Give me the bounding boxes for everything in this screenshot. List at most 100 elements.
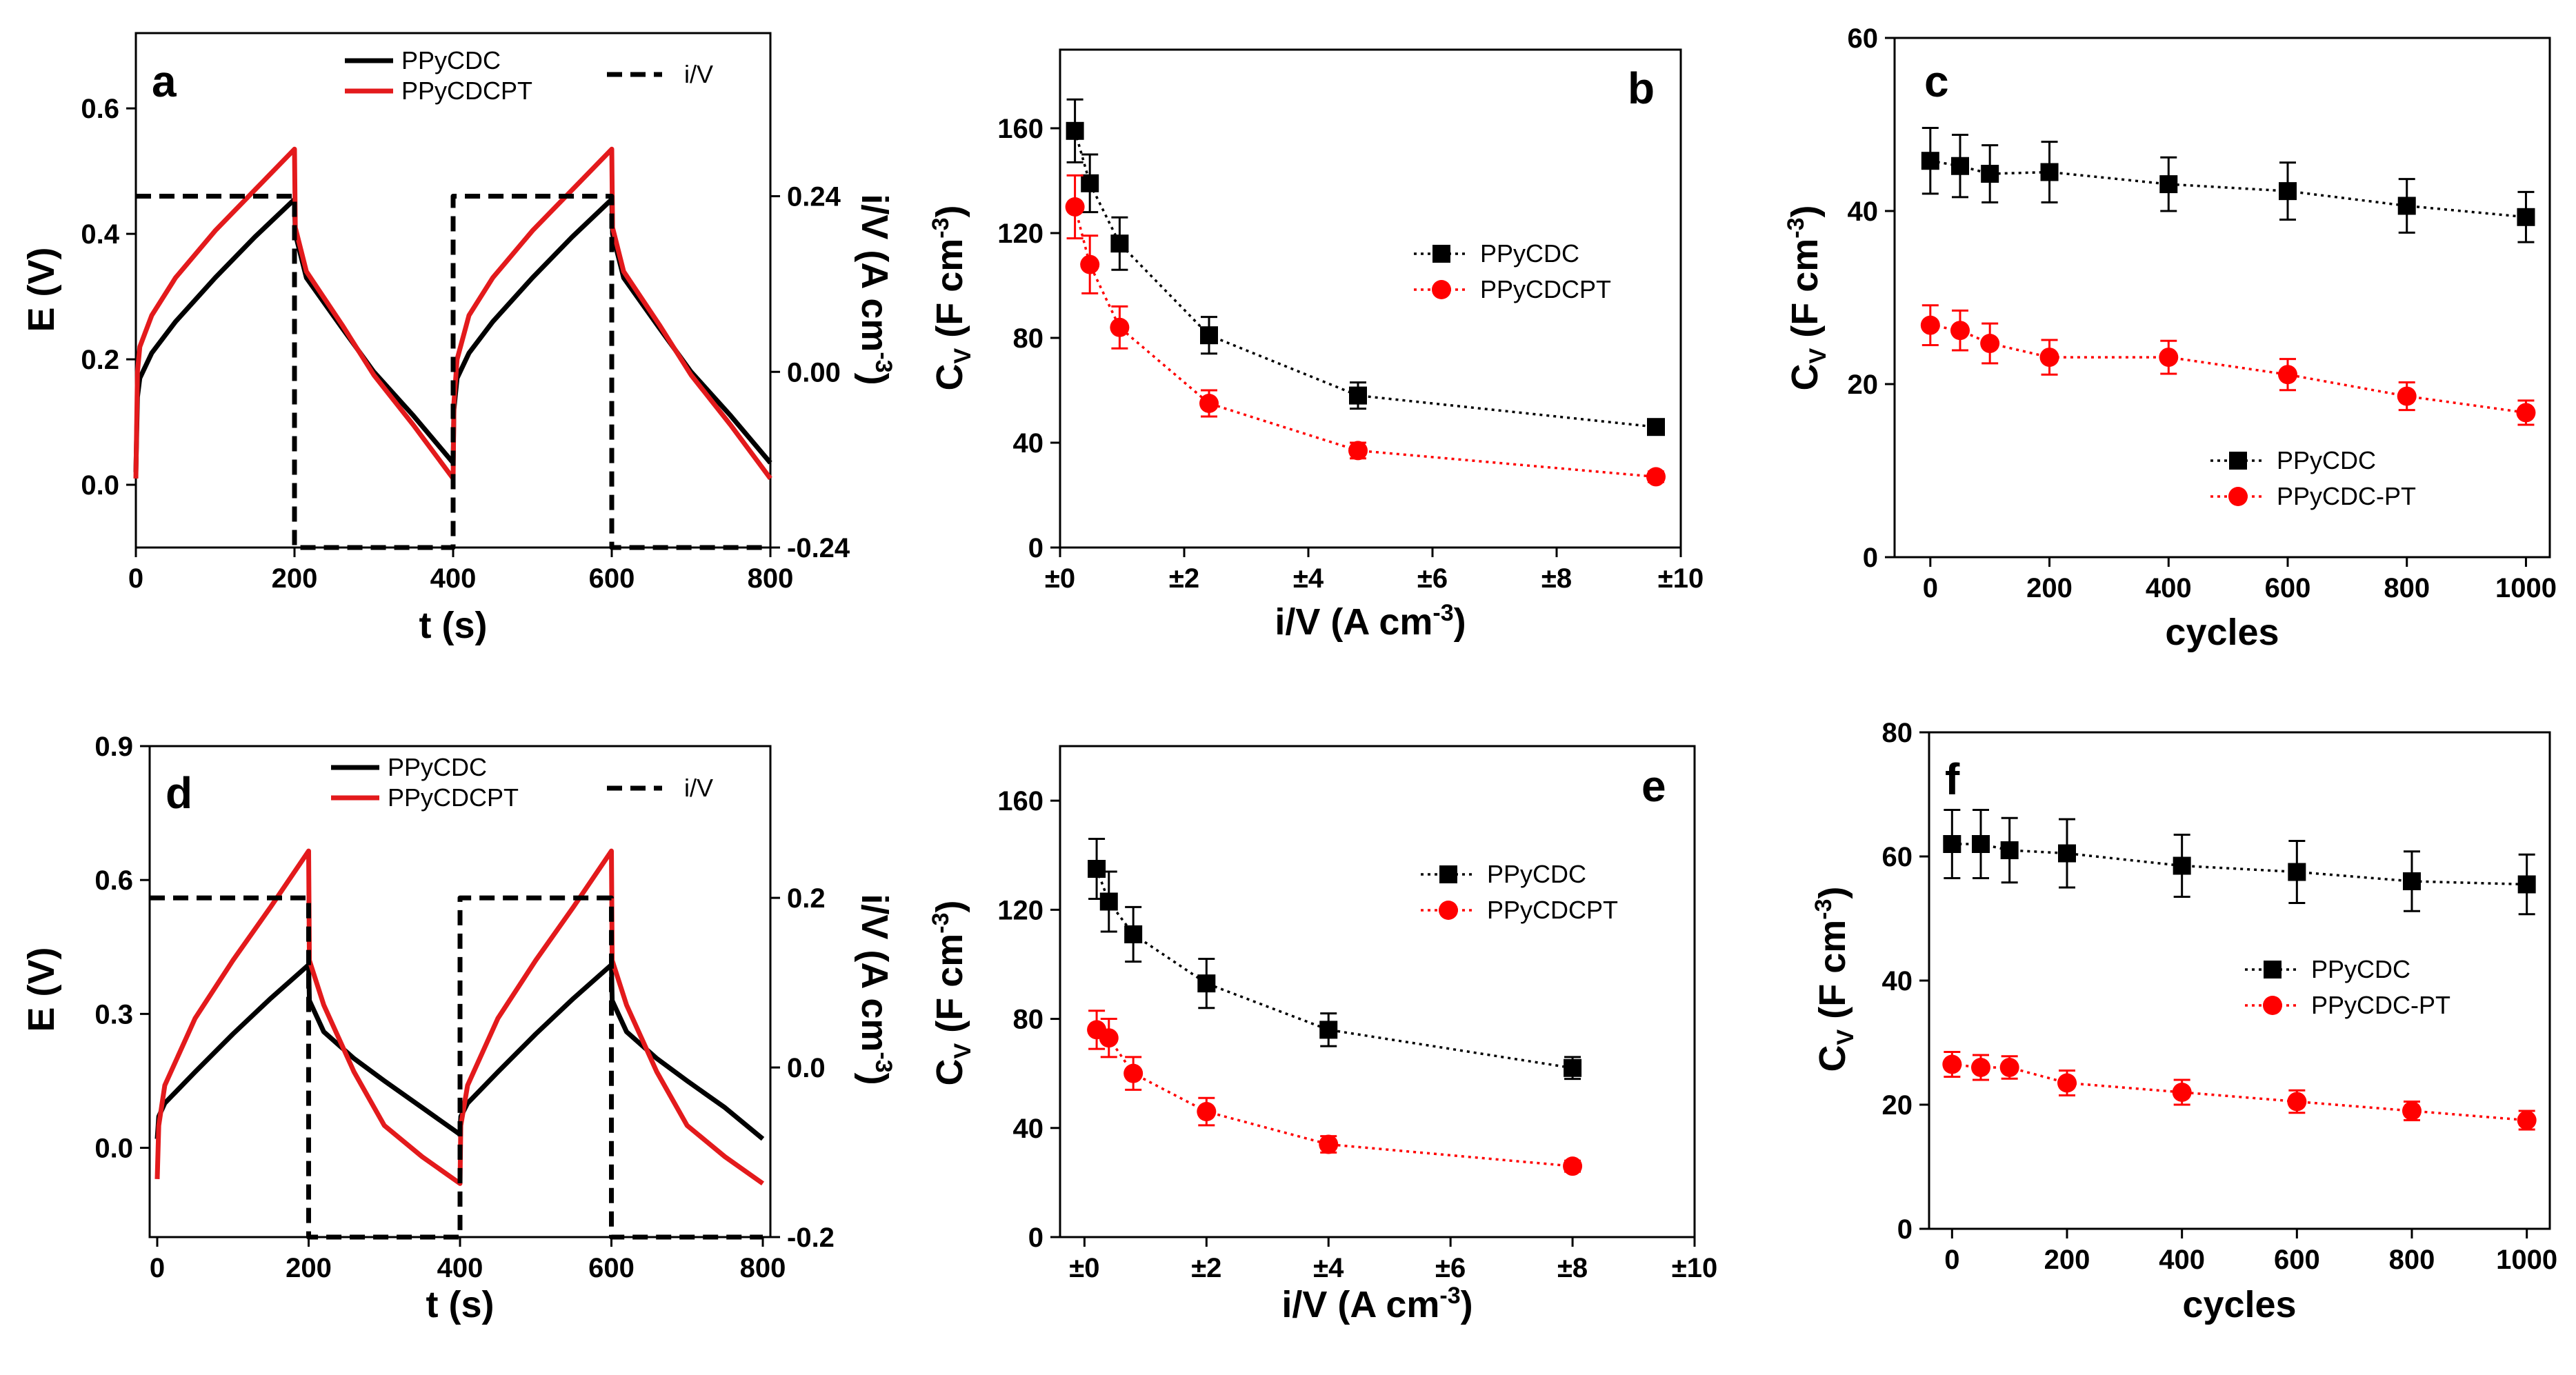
panel-e: ±0 ±2 ±4 ±6 ±8 ±10 0 40 80 120 160 e PPyCDC PPyCDCPT i… — [928, 745, 1717, 1325]
x-tick-label: 800 — [2384, 573, 2430, 603]
x-tick-label: 600 — [2274, 1245, 2320, 1275]
series-line-ppycdcpt — [1096, 1028, 1573, 1167]
y-axis-label-end: ) — [929, 901, 970, 913]
data-point — [2403, 872, 2421, 890]
series-line-i-v — [150, 895, 763, 1240]
data-point — [1124, 925, 1143, 943]
panel-letter-a: a — [152, 57, 177, 106]
y-tick-label: 0.6 — [81, 94, 119, 124]
data-point — [2172, 1083, 2192, 1102]
legend-label: i/V — [684, 60, 713, 88]
data-point — [2517, 208, 2535, 226]
right-tick-label: 0.24 — [787, 182, 841, 212]
y-tick-label: 60 — [1848, 23, 1879, 54]
x-tick-label: 200 — [2026, 573, 2073, 603]
x-tick-label: 800 — [748, 563, 794, 594]
legend-marker — [1439, 901, 1458, 920]
data-point — [1088, 860, 1106, 878]
x-tick-label: 400 — [2159, 1245, 2205, 1275]
data-point — [2159, 175, 2178, 194]
legend-marker — [1432, 245, 1450, 263]
panel-letter-d: d — [166, 768, 192, 818]
x-axis-label-e: i/V (A cm-3) — [1281, 1283, 1472, 1325]
y-axis-label-sup: -3 — [928, 218, 954, 239]
y-tick-label: 20 — [1882, 1090, 1913, 1121]
y-axis-label-d: E (V) — [21, 947, 62, 1032]
y-tick-label: 0 — [1897, 1214, 1913, 1245]
y-axis-label-sup: -3 — [1810, 899, 1837, 920]
y-tick-label: 0.2 — [81, 345, 119, 375]
data-point — [1943, 835, 1961, 853]
right-axis-label-tail: ) — [854, 373, 895, 385]
y-axis-label-b: CV (F cm-3) — [928, 205, 976, 391]
legend-label: PPyCDC — [1480, 239, 1579, 268]
data-point — [1999, 1058, 2019, 1077]
x-tick-label: 800 — [740, 1253, 786, 1283]
x-axis-label-d: t (s) — [426, 1284, 495, 1325]
legend-label: PPyCDCPT — [1480, 275, 1611, 303]
legend-label: PPyCDC-PT — [2311, 991, 2450, 1019]
x-tick-label: 200 — [272, 563, 318, 594]
x-tick-label: 600 — [2265, 573, 2311, 603]
series-line-ppycdc — [1930, 159, 2526, 219]
right-axis-label-main: i/V (A cm — [854, 894, 895, 1052]
plot-frame-e — [1059, 745, 1696, 1238]
legend-label: PPyCDCPT — [401, 77, 532, 105]
y-tick-label: 0.6 — [94, 865, 133, 896]
x-tick-label: 0 — [128, 563, 143, 594]
data-point — [2517, 1110, 2537, 1130]
x-tick-label: ±0 — [1045, 563, 1075, 594]
data-point — [2279, 182, 2297, 201]
legend-label: PPyCDC — [388, 753, 487, 781]
legend-marker — [1432, 280, 1451, 299]
x-axis-label-f: cycles — [2182, 1284, 2296, 1325]
x-axis-label-tail: ) — [1454, 601, 1466, 643]
right-tick-label: 0.0 — [787, 1053, 826, 1083]
data-point — [2288, 863, 2306, 881]
right-axis-label-main: i/V (A cm — [854, 194, 895, 352]
legend-label: PPyCDCPT — [388, 783, 519, 812]
legend-label: PPyCDC — [2311, 955, 2410, 983]
data-point — [1124, 1063, 1144, 1083]
plot-frame-b — [1059, 48, 1682, 549]
series-line-ppycdcpt — [154, 848, 765, 1186]
series-line-ppycdc-pt — [1930, 323, 2526, 414]
x-tick-label: 1000 — [2495, 573, 2557, 603]
data-point — [2040, 163, 2059, 181]
y-tick-label: 0.4 — [81, 219, 119, 250]
legend-label: PPyCDCPT — [1487, 896, 1618, 924]
y-axis-label-end: ) — [929, 205, 970, 218]
panel-d: 0 200 400 600 800 0.0 0.3 0.6 0.9 d 0.2 0.0 -0.2 PPyC… — [21, 732, 897, 1325]
y-tick-label: 0 — [1028, 1223, 1044, 1253]
x-tick-label: ±6 — [1417, 563, 1448, 594]
panel-b: ±0 ±2 ±4 ±6 ±8 ±10 0 40 80 120 160 b PPyCDC PPyCDCPT i… — [928, 48, 1704, 643]
y-axis-label-sup: -3 — [928, 913, 954, 934]
data-point — [1920, 315, 1940, 335]
y-tick-label: 0.9 — [94, 732, 133, 762]
y-tick-label: 80 — [1013, 323, 1044, 354]
data-point — [1921, 152, 1939, 170]
x-tick-label: 800 — [2389, 1245, 2435, 1275]
data-point — [1197, 1102, 1217, 1122]
x-tick-label: 600 — [588, 1253, 635, 1283]
y-axis-label-end: ) — [1784, 205, 1826, 218]
data-point — [1099, 892, 1118, 911]
x-tick-label: ±10 — [1658, 563, 1704, 594]
data-point — [2402, 1101, 2422, 1121]
data-point — [2517, 875, 2536, 894]
x-tick-label: 0 — [1944, 1245, 1959, 1275]
legend-marker — [2263, 996, 2282, 1015]
right-axis-label-sup: -3 — [870, 1052, 897, 1072]
x-tick-label: 0 — [1923, 573, 1938, 603]
data-point — [2278, 365, 2297, 385]
data-point — [1197, 974, 1216, 993]
panel-a: 0 200 400 600 800 0.0 0.2 0.4 0.6 a 0.24 0.00 -0.24 P… — [21, 32, 897, 646]
x-axis-label-main: i/V (A cm — [1275, 601, 1432, 643]
data-point — [2057, 1073, 2077, 1093]
plot-frame-f — [1928, 731, 2551, 1230]
panel-letter-c: c — [1924, 57, 1949, 106]
y-axis-label-main: C — [1812, 1045, 1853, 1072]
y-tick-label: 80 — [1013, 1005, 1044, 1035]
series-line-ppycdc — [1952, 843, 2527, 886]
